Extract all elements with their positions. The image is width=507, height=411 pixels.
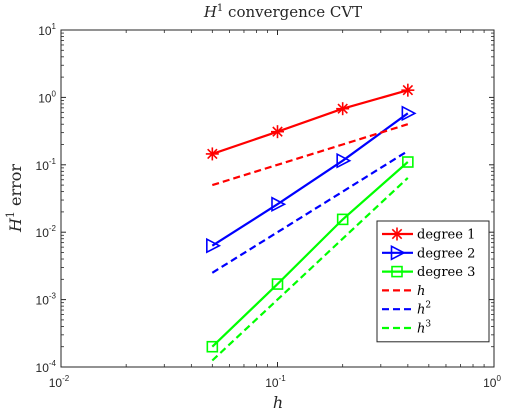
legend-label-degree-2: degree 2 <box>417 246 475 261</box>
data-point-degree-3 <box>402 156 414 168</box>
y-axis-label: H1 error <box>4 164 25 233</box>
y-tick-label: 10-2 <box>36 224 57 240</box>
x-tick-label: 10-1 <box>265 374 286 390</box>
plot-frame <box>60 29 495 368</box>
legend-box <box>376 220 490 343</box>
chart-title-base: H <box>203 3 218 21</box>
y-axis-label-base: H <box>6 217 25 233</box>
data-point-degree-1 <box>336 102 350 116</box>
data-point-degree-1 <box>401 83 415 97</box>
y-tick-label: 10-3 <box>36 292 57 308</box>
series-line-h2 <box>211 150 409 274</box>
series-line-degree-1 <box>211 89 409 155</box>
legend-label-degree-3: degree 3 <box>417 265 475 280</box>
y-axis-label-rest: error <box>6 164 25 211</box>
data-point-degree-2 <box>401 105 417 122</box>
data-point-degree-3 <box>336 213 349 226</box>
x-axis-label: h <box>273 393 283 411</box>
chart-title: H1 convergence CVT <box>203 3 362 21</box>
legend: degree 1 degree 2 degree 3 h h2 h3 <box>376 220 490 343</box>
legend-marker-degree-1 <box>390 227 404 241</box>
plot-area <box>205 83 417 362</box>
data-point-degree-3 <box>206 340 219 353</box>
x-tick-label: 10-2 <box>49 374 70 390</box>
y-axis-label-sup: 1 <box>4 211 17 218</box>
y-tick-label: 10-4 <box>36 359 57 375</box>
series-line-degree-3 <box>211 161 409 348</box>
series-line-degree-2 <box>211 112 409 247</box>
series-line-h <box>211 123 409 187</box>
data-point-degree-3 <box>271 278 284 290</box>
data-point-degree-2 <box>206 237 222 254</box>
legend-label-degree-1: degree 1 <box>417 228 475 243</box>
legend-marker-degree-2 <box>390 244 406 261</box>
data-point-degree-2 <box>336 152 352 169</box>
x-tick-label: 100 <box>483 374 501 390</box>
data-point-degree-1 <box>271 125 284 139</box>
data-point-degree-2 <box>271 196 287 213</box>
legend-label-h3: h3 <box>417 320 431 337</box>
chart-title-rest: convergence CVT <box>223 3 362 21</box>
chart-title-sup: 1 <box>217 3 223 14</box>
series-line-h3 <box>211 177 409 362</box>
legend-label-h: h <box>417 284 425 299</box>
legend-label-h2: h2 <box>417 301 431 318</box>
y-tick-label: 100 <box>38 89 56 105</box>
y-tick-label: 101 <box>38 22 56 38</box>
data-point-degree-1 <box>205 147 219 161</box>
legend-marker-degree-3 <box>391 265 403 278</box>
y-tick-label: 10-1 <box>36 157 57 173</box>
